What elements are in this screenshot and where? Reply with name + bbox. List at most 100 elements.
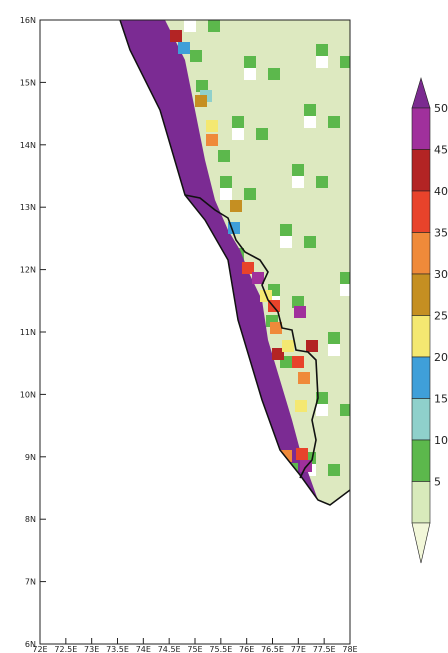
- grid-cell: [244, 56, 256, 68]
- lon-tick-label: 73E: [84, 645, 99, 653]
- state-border: [184, 194, 319, 479]
- grid-cell: [316, 176, 328, 188]
- grid-cell: [268, 68, 280, 80]
- colorbar-segment: [411, 232, 431, 275]
- grid-cell: [256, 128, 268, 140]
- grid-cell: [170, 30, 182, 42]
- colorbar-label: 45: [434, 144, 448, 157]
- lon-tick-label: 74.5E: [158, 645, 181, 653]
- grid-cell: [184, 20, 196, 32]
- lon-tick-label: 76E: [239, 645, 254, 653]
- lat-axis: 16N 15N 14N 13N 12N 11N 10N 9N 8N 7N 6N: [20, 16, 46, 649]
- grid-cell: [328, 464, 340, 476]
- grid-cell: [292, 296, 304, 308]
- grid-cell: [340, 272, 350, 284]
- grid-cell: [296, 448, 308, 460]
- lon-tick-label: 73.5E: [106, 645, 129, 653]
- grid-cell: [340, 284, 350, 296]
- colorbar-segment: [411, 398, 431, 441]
- coastline: [119, 19, 351, 506]
- grid-cell: [292, 176, 304, 188]
- lon-tick-label: 77.5E: [313, 645, 336, 653]
- lat-tick-label: 6N: [25, 640, 36, 649]
- grid-cell: [328, 332, 340, 344]
- map-area: 16N 15N 14N 13N 12N 11N 10N 9N 8N 7N 6N 72E 72.5E 73…: [20, 16, 358, 653]
- lat-tick-label: 12N: [20, 266, 36, 275]
- grid-cell: [178, 42, 190, 54]
- grid-cell: [340, 56, 350, 68]
- grid-cell: [316, 44, 328, 56]
- colorbar-label: 40: [434, 185, 448, 198]
- lon-tick-label: 72.5E: [54, 645, 77, 653]
- colorbar-segment: [411, 356, 431, 399]
- lon-tick-label: 72E: [32, 645, 47, 653]
- grid-cell: [292, 356, 304, 368]
- lon-tick-label: 74E: [136, 645, 151, 653]
- grid-cell: [230, 200, 242, 212]
- grid-cell: [232, 116, 244, 128]
- grid-cell: [242, 262, 254, 274]
- grid-cell: [244, 68, 256, 80]
- colorbar-label: 35: [434, 227, 448, 240]
- lat-tick-label: 10N: [20, 390, 36, 399]
- colorbar-label: 5: [434, 476, 441, 489]
- lat-tick-label: 8N: [25, 515, 36, 524]
- colorbar-segment: [411, 107, 431, 150]
- lon-axis: 72E 72.5E 73E 73.5E 74E 74.5E 75E 75.5E 76E 76.5E…: [32, 638, 358, 653]
- lon-tick-label: 75E: [187, 645, 202, 653]
- lat-tick-label: 9N: [25, 453, 36, 462]
- grid-cell: [195, 95, 207, 107]
- lon-tick-label: 78E: [342, 645, 357, 653]
- grid-cell: [232, 128, 244, 140]
- grid-cell: [328, 116, 340, 128]
- lat-tick-label: 16N: [20, 16, 36, 25]
- grid-cell: [244, 188, 256, 200]
- lon-tick-label: 76.5E: [261, 645, 284, 653]
- grid-cell: [294, 306, 306, 318]
- lon-tick-label: 77E: [291, 645, 306, 653]
- colorbar-label: 30: [434, 268, 448, 281]
- grid-cell: [190, 50, 202, 62]
- grid-cell: [316, 56, 328, 68]
- colorbar-segment: [411, 315, 431, 358]
- grid-cell: [220, 176, 232, 188]
- lon-tick-label: 75.5E: [209, 645, 232, 653]
- grid-cell: [282, 340, 294, 352]
- grid-cell: [208, 20, 220, 32]
- grid-cell: [340, 404, 350, 416]
- grid-cell: [272, 348, 284, 360]
- colorbar-label: 50: [434, 102, 448, 115]
- colorbar-label: 15: [434, 393, 448, 406]
- colorbar-segment: [411, 149, 431, 192]
- colorbar-bottom-arrow: [411, 522, 431, 564]
- colorbar-segment: [411, 481, 431, 524]
- grid-cell: [304, 104, 316, 116]
- colorbar-label: 10: [434, 434, 448, 447]
- grid-cell: [218, 150, 230, 162]
- grid-cell: [306, 340, 318, 352]
- lat-tick-label: 13N: [20, 203, 36, 212]
- lat-tick-label: 7N: [25, 578, 36, 587]
- lat-tick-label: 14N: [20, 141, 36, 150]
- lat-tick-label: 11N: [20, 328, 36, 337]
- grid-cell: [280, 224, 292, 236]
- grid-cell: [220, 188, 232, 200]
- colorbar-segment: [411, 190, 431, 233]
- colorbar-label: 20: [434, 351, 448, 364]
- grid-cell: [280, 236, 292, 248]
- colorbar-top-arrow: [411, 76, 431, 109]
- grid-cell: [196, 80, 208, 92]
- grid-cell: [292, 164, 304, 176]
- grid-cell: [304, 116, 316, 128]
- grid-cell: [304, 236, 316, 248]
- grid-cell: [316, 404, 328, 416]
- colorbar-segment: [411, 439, 431, 482]
- grid-cell: [295, 400, 307, 412]
- colorbar-label: 25: [434, 310, 448, 323]
- colorbar-segment: [411, 273, 431, 316]
- grid-cell: [252, 272, 264, 284]
- lat-tick-label: 15N: [20, 78, 36, 87]
- grid-cell: [298, 372, 310, 384]
- grid-cell: [206, 134, 218, 146]
